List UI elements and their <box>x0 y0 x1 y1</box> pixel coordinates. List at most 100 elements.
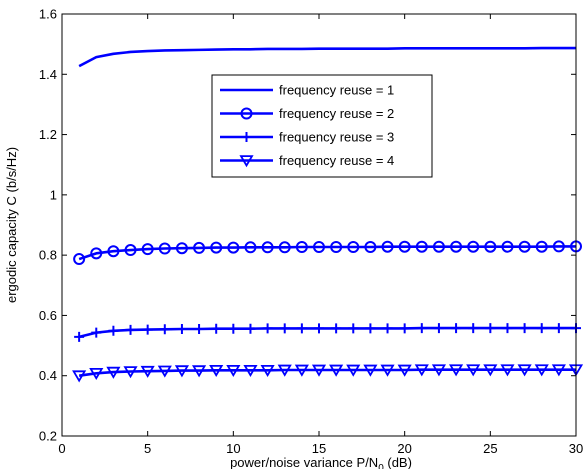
data-point <box>228 323 239 334</box>
data-point <box>382 323 393 334</box>
data-point <box>227 241 240 254</box>
data-point <box>330 241 343 254</box>
data-point <box>399 323 410 334</box>
series-4 <box>72 364 584 383</box>
y-tick-label: 0.4 <box>39 368 57 383</box>
series-line-2 <box>78 245 576 261</box>
data-point <box>483 364 498 377</box>
data-point <box>468 323 479 334</box>
data-point <box>501 240 514 253</box>
data-point <box>89 368 104 381</box>
data-point <box>277 364 292 377</box>
data-point <box>244 241 257 254</box>
data-point <box>535 240 548 253</box>
data-point <box>416 323 427 334</box>
data-point <box>245 323 256 334</box>
legend-marker <box>239 155 254 168</box>
legend-label: frequency reuse = 2 <box>279 106 394 121</box>
data-point <box>485 323 496 334</box>
data-point <box>191 365 207 378</box>
legend-entry-3: frequency reuse = 3 <box>220 130 394 145</box>
x-tick-label: 20 <box>397 441 411 456</box>
data-point <box>262 323 273 334</box>
data-point <box>141 243 154 256</box>
data-point <box>211 323 222 334</box>
data-point <box>466 364 481 377</box>
data-point <box>159 324 170 335</box>
data-point <box>518 240 531 253</box>
data-point <box>107 245 120 258</box>
legend-label: frequency reuse = 3 <box>279 130 394 145</box>
data-point <box>517 364 532 377</box>
data-point <box>108 325 119 336</box>
data-point <box>380 364 395 377</box>
x-axis-label-main: power/noise variance P/N <box>230 455 378 469</box>
series-3 <box>74 323 581 342</box>
data-point <box>398 240 411 253</box>
data-point <box>365 323 376 334</box>
data-point <box>74 331 85 342</box>
y-tick-label: 1.6 <box>39 7 57 22</box>
x-tick-label: 10 <box>226 441 240 456</box>
data-point <box>331 323 342 334</box>
y-tick-label: 0.6 <box>39 308 57 323</box>
x-axis-label: power/noise variance P/N0 (dB) <box>230 455 412 469</box>
data-point <box>451 323 462 334</box>
data-point <box>158 242 171 255</box>
data-point <box>431 364 447 377</box>
data-point <box>210 241 223 254</box>
data-point <box>106 366 121 379</box>
data-point <box>125 324 136 335</box>
y-axis-label: ergodic capacity C (b/s/Hz) <box>4 147 19 303</box>
x-axis-label-unit: (dB) <box>384 455 412 469</box>
data-point <box>73 253 86 266</box>
data-point <box>346 364 361 377</box>
data-point <box>348 323 359 334</box>
data-point <box>467 240 480 253</box>
data-point <box>329 364 344 377</box>
legend-entry-2: frequency reuse = 2 <box>220 106 394 121</box>
data-point <box>175 242 188 255</box>
data-point <box>363 364 378 377</box>
axes-box <box>61 13 577 437</box>
legend-label: frequency reuse = 1 <box>279 83 394 98</box>
series-2 <box>73 240 582 266</box>
data-point <box>536 323 547 334</box>
data-point <box>295 241 308 254</box>
data-point <box>381 240 394 253</box>
data-point <box>174 365 190 378</box>
data-point <box>450 240 463 253</box>
data-point <box>140 365 155 378</box>
data-point <box>90 247 103 260</box>
data-point <box>194 323 205 334</box>
data-point <box>314 323 324 334</box>
data-point <box>72 370 87 383</box>
data-point <box>296 323 307 334</box>
data-point <box>311 364 327 377</box>
y-tick-label: 1 <box>50 187 57 202</box>
data-point <box>415 240 428 253</box>
data-point <box>397 364 412 377</box>
y-tick-label: 1.4 <box>39 67 57 82</box>
data-point <box>176 323 187 334</box>
series-line-1 <box>78 46 576 68</box>
legend-label: frequency reuse = 4 <box>279 153 394 168</box>
x-tick-label: 5 <box>144 441 151 456</box>
data-point <box>124 244 137 257</box>
data-point <box>209 364 224 378</box>
x-tick-label: 25 <box>483 441 497 456</box>
data-point <box>260 364 275 378</box>
y-tick-label: 1.2 <box>39 127 57 142</box>
data-point <box>364 241 377 254</box>
data-point <box>551 364 566 377</box>
data-point <box>432 240 445 253</box>
data-point <box>502 323 513 334</box>
data-point <box>193 241 206 254</box>
series-layer <box>72 46 584 383</box>
legend-entry-4: frequency reuse = 4 <box>220 153 394 168</box>
data-point <box>553 323 564 334</box>
data-point <box>552 240 565 253</box>
series-1 <box>78 46 576 68</box>
data-point <box>484 240 497 253</box>
